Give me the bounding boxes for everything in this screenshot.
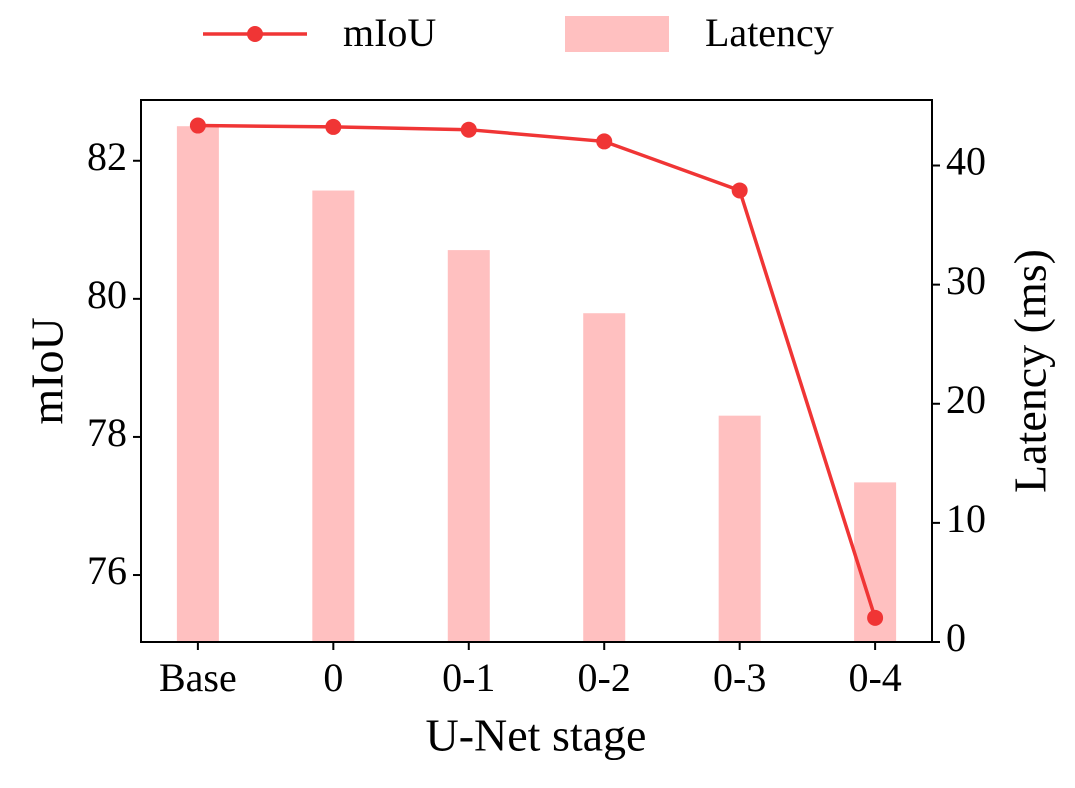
y-tick-label: 80 xyxy=(87,272,127,317)
x-axis-label: U-Net stage xyxy=(426,710,647,761)
x-tick-label: 0-2 xyxy=(578,655,631,700)
y-tick-label: 78 xyxy=(87,410,127,455)
point xyxy=(460,121,477,138)
x-tick-label: 0-4 xyxy=(848,655,901,700)
line xyxy=(197,123,877,619)
y2-axis-label: Latency (ms) xyxy=(1005,249,1056,493)
bar xyxy=(718,415,761,642)
y-tick-label: 82 xyxy=(87,134,127,179)
x-tick-label: 0-1 xyxy=(442,655,495,700)
legend-label: mIoU xyxy=(343,10,436,55)
x-tick-label: Base xyxy=(159,655,237,700)
bar xyxy=(447,250,490,643)
legend-label: Latency xyxy=(705,10,834,55)
y2-tick-label: 40 xyxy=(946,139,986,184)
y2-tick-label: 30 xyxy=(946,258,986,303)
point xyxy=(596,133,613,150)
y2-tick-label: 0 xyxy=(946,615,966,660)
bar xyxy=(312,190,355,643)
plot-frame xyxy=(140,99,933,643)
bar xyxy=(583,313,626,642)
legend-swatch xyxy=(565,16,669,52)
bar xyxy=(176,126,219,642)
legend-marker xyxy=(247,26,263,42)
point xyxy=(325,118,342,135)
point xyxy=(867,609,884,626)
y2-tick-label: 10 xyxy=(946,496,986,541)
y-tick-label: 76 xyxy=(87,548,127,593)
y2-tick-label: 20 xyxy=(946,377,986,422)
point xyxy=(731,182,748,199)
x-tick-label: 0-3 xyxy=(713,655,766,700)
x-tick-label: 0 xyxy=(323,655,343,700)
point xyxy=(189,117,206,134)
y-axis-label: mIoU xyxy=(22,317,73,424)
